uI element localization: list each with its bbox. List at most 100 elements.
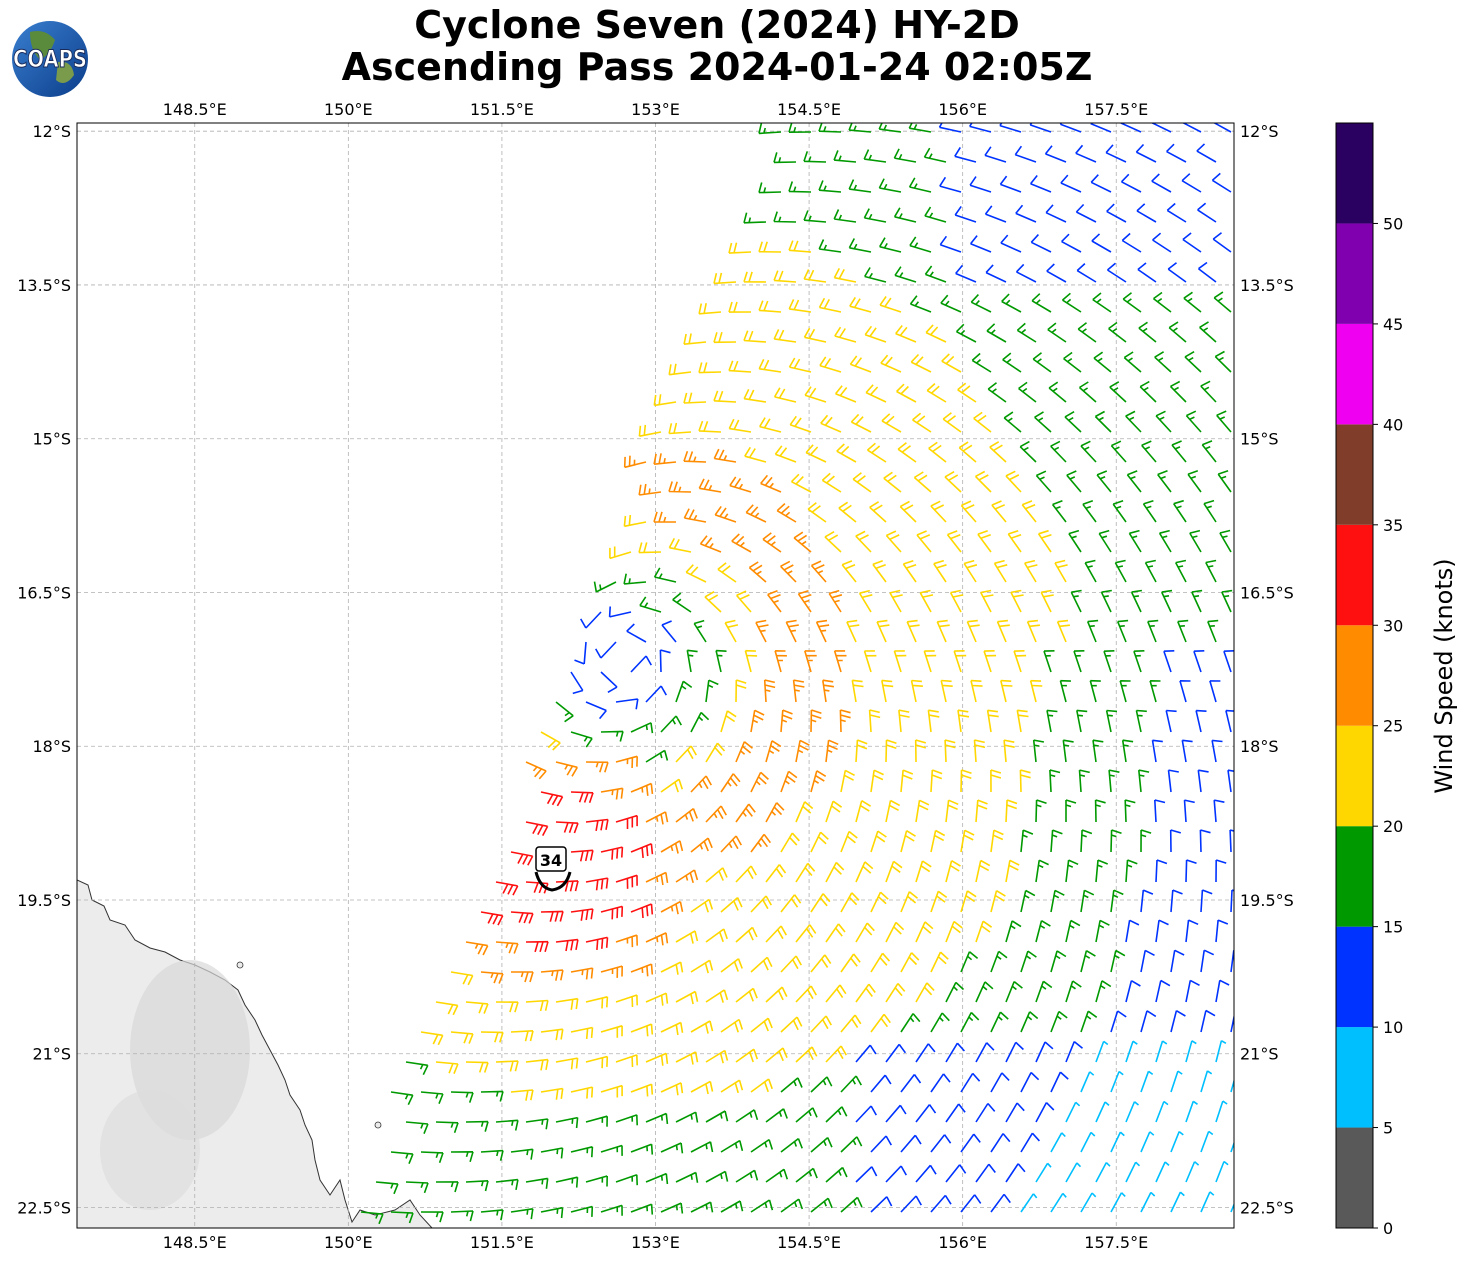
wind-barb — [1065, 1101, 1081, 1123]
wind-barb — [1016, 322, 1037, 343]
wind-barb — [1200, 1070, 1213, 1093]
wind-barb — [774, 445, 797, 463]
wind-barb — [1169, 380, 1187, 403]
wind-barb — [975, 920, 993, 943]
wind-barb — [999, 123, 1022, 133]
wind-barb — [1141, 440, 1157, 463]
wind-barb — [480, 911, 504, 926]
wind-barb — [1095, 980, 1112, 1003]
wind-barb — [690, 1080, 714, 1095]
wind-barb — [698, 478, 722, 493]
wind-barb — [1154, 799, 1166, 823]
wind-barb — [750, 956, 773, 973]
wind-barb — [1075, 203, 1097, 223]
wind-barb — [765, 1047, 788, 1063]
lon-tick-bottom: 148.5°E — [163, 1233, 227, 1252]
wind-barb — [645, 811, 669, 825]
colorbar-band — [1336, 1027, 1373, 1128]
wind-barb — [450, 1151, 474, 1163]
wind-barb — [555, 1116, 579, 1129]
wind-barb — [1120, 173, 1142, 193]
wind-barb — [1197, 202, 1217, 223]
wind-barb — [570, 671, 584, 695]
wind-barb — [465, 1120, 489, 1132]
wind-barb — [810, 1136, 833, 1153]
wind-barb — [735, 1169, 759, 1183]
wind-barb — [420, 1031, 444, 1046]
wind-barb — [714, 505, 737, 523]
wind-barb — [720, 958, 743, 973]
wind-barb — [894, 266, 917, 283]
wind-barb — [1015, 204, 1037, 223]
wind-barb — [450, 1210, 474, 1222]
wind-barb — [570, 967, 594, 980]
wind-barb — [1225, 709, 1234, 733]
wind-barb — [600, 671, 618, 693]
wind-barb — [660, 900, 684, 915]
wind-barb — [690, 837, 713, 853]
wind-barb — [785, 619, 799, 643]
wind-barb — [525, 1058, 549, 1071]
colorbar-band — [1336, 323, 1373, 425]
wind-barb — [1035, 980, 1053, 1003]
wind-barb — [957, 382, 977, 403]
lon-tick-top: 148.5°E — [163, 100, 227, 119]
wind-barb — [645, 1112, 669, 1124]
wind-barb — [1065, 859, 1079, 883]
wind-barb — [660, 715, 682, 733]
wind-barb — [510, 1089, 534, 1101]
wind-barb — [1181, 123, 1202, 133]
wind-barb — [645, 685, 667, 703]
wind-barb — [1140, 889, 1154, 913]
wind-barb — [915, 1164, 937, 1183]
wind-barb — [1135, 143, 1157, 163]
wind-barb — [1090, 174, 1112, 193]
island — [374, 1121, 382, 1129]
wind-barb — [1170, 889, 1183, 913]
wind-barb — [510, 1030, 534, 1042]
wind-barb — [1020, 829, 1034, 853]
wind-barb — [990, 769, 1002, 793]
wind-barb — [804, 386, 827, 403]
wind-barb — [969, 123, 992, 133]
wind-barb — [609, 546, 632, 560]
colorbar-band — [1336, 123, 1373, 224]
wind-barb — [1209, 680, 1221, 703]
wind-barb — [735, 865, 757, 883]
wind-barb — [1076, 263, 1097, 283]
wind-barb — [810, 893, 831, 913]
wind-barb — [933, 559, 947, 583]
wind-barb — [683, 392, 707, 404]
wind-barb — [1059, 123, 1082, 133]
wind-barb — [1080, 1131, 1096, 1153]
colorbar-tick-label: 5 — [1383, 1119, 1393, 1138]
wind-barb — [465, 1061, 489, 1073]
wind-barb — [1045, 204, 1067, 223]
wind-barb — [840, 1136, 863, 1153]
wind-barb — [879, 237, 902, 253]
wind-barb — [1137, 262, 1157, 283]
wind-barb — [855, 861, 874, 883]
wind-barb — [1080, 1192, 1097, 1213]
wind-barb — [838, 501, 857, 523]
wind-barb — [450, 1031, 474, 1044]
wind-barb — [1142, 499, 1157, 523]
wind-barb — [690, 898, 714, 913]
wind-barb — [822, 679, 835, 703]
wind-barb — [645, 992, 669, 1006]
wind-barb — [653, 394, 677, 407]
chart-title: Cyclone Seven (2024) HY-2D Ascending Pas… — [0, 4, 1434, 88]
wind-barb — [1125, 1101, 1140, 1123]
wind-barb — [810, 560, 827, 583]
wind-barb — [1075, 144, 1097, 163]
wind-barb — [1229, 829, 1234, 853]
wind-barb — [803, 327, 827, 343]
wind-barb — [906, 619, 920, 643]
wind-barb — [973, 739, 986, 763]
wind-barb — [865, 384, 887, 403]
wind-barb — [660, 840, 684, 854]
wind-barb — [510, 1208, 534, 1220]
wind-barb — [944, 739, 956, 763]
wind-barb — [683, 451, 707, 463]
wind-barb — [1133, 650, 1145, 673]
